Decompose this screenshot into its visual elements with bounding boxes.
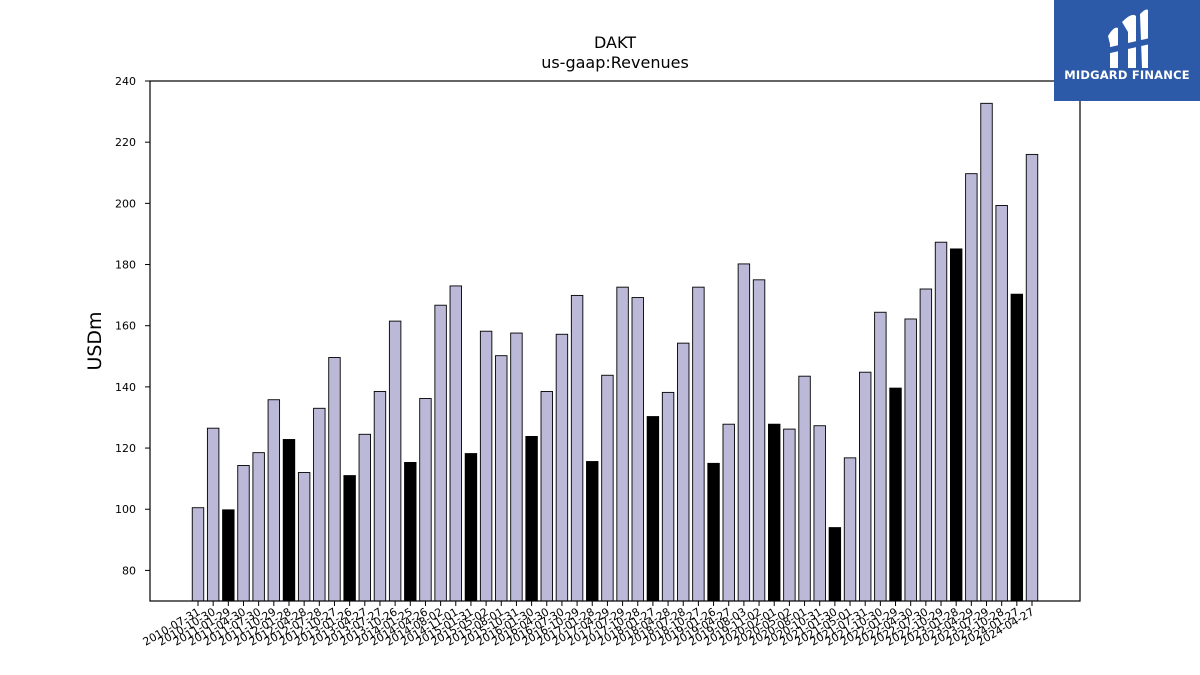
bar-2014-11-01: [449, 285, 462, 602]
bar-2012-07-28: [313, 407, 326, 602]
y-tick-label: 140: [115, 381, 136, 394]
bar-2024-01-27: [1010, 293, 1024, 602]
bar-2020-02-01: [768, 423, 781, 602]
bar-2020-05-02: [783, 428, 796, 602]
bar-2021-01-30: [828, 527, 842, 602]
bar-2023-04-29: [965, 173, 978, 602]
bar-2010-10-30: [206, 427, 220, 602]
bar-2019-11-02: [752, 279, 766, 602]
bar-2011-01-29: [222, 509, 235, 602]
bars-group: [191, 102, 1039, 602]
bar-2015-01-31: [464, 453, 478, 602]
y-tick-label: 100: [115, 503, 136, 516]
bar-2017-01-28: [586, 461, 599, 602]
bar-2016-10-29: [570, 294, 584, 602]
bar-2019-08-03: [737, 263, 751, 602]
bar-2015-05-02: [479, 330, 493, 602]
bar-2018-10-27: [692, 286, 705, 602]
y-tick-label: 80: [122, 564, 136, 577]
bar-2022-01-29: [889, 387, 902, 602]
bar-2022-04-30: [904, 318, 917, 602]
bar-2022-10-29: [934, 241, 948, 602]
bar-2023-01-28: [949, 248, 963, 602]
bar-2011-10-29: [267, 399, 281, 602]
bar-2014-08-02: [434, 304, 447, 602]
bar-2023-07-29: [980, 102, 993, 602]
x-axis: 2010-07-312010-10-302011-01-292011-04-30…: [141, 601, 1037, 649]
y-tick-label: 240: [115, 75, 136, 88]
chart-subtitle: us-gaap:Revenues: [541, 53, 689, 72]
plot-frame: [149, 80, 1081, 602]
bar-2011-07-30: [252, 452, 265, 602]
bar-2018-04-28: [661, 391, 675, 602]
bar-2017-10-28: [631, 297, 644, 602]
chart-title: DAKT: [594, 33, 636, 52]
bar-2022-07-30: [919, 288, 933, 602]
bar-2013-10-26: [388, 320, 402, 602]
bar-2013-01-26: [343, 475, 356, 602]
bar-2021-05-01: [843, 457, 857, 602]
bar-2016-01-30: [525, 435, 538, 602]
bar-2016-07-30: [555, 333, 569, 602]
brand-logo-text: MIDGARD FINANCE: [1064, 68, 1190, 82]
bar-2011-04-30: [237, 465, 250, 602]
bar-2023-10-28: [995, 205, 1008, 602]
bar-2019-04-27: [722, 423, 735, 602]
bar-2019-01-26: [707, 462, 720, 602]
bar-2020-08-01: [798, 375, 811, 602]
bar-2014-04-26: [419, 398, 432, 602]
bar-2024-04-27: [1025, 153, 1039, 602]
bar-2012-10-27: [328, 357, 341, 602]
bar-2012-04-28: [297, 472, 311, 602]
y-axis: 80 100 120 140 160 180 200 220 240: [115, 75, 150, 577]
y-tick-label: 160: [115, 320, 136, 333]
bar-2012-01-28: [282, 439, 296, 602]
bar-2010-07-31: [191, 507, 205, 602]
bar-2015-10-31: [510, 332, 523, 602]
y-axis-label: USDm: [84, 311, 106, 370]
bar-2016-04-30: [540, 391, 553, 602]
bar-2017-04-29: [601, 374, 614, 602]
y-tick-label: 120: [115, 442, 136, 455]
y-tick-label: 220: [115, 136, 136, 149]
bar-2021-10-30: [874, 311, 887, 602]
bar-2021-07-31: [859, 371, 872, 602]
bar-2013-04-27: [358, 433, 371, 602]
y-tick-label: 200: [115, 197, 136, 210]
midgard-logo-icon: [1106, 9, 1150, 68]
bar-2020-10-31: [813, 425, 826, 602]
bar-2017-07-29: [616, 286, 629, 602]
bar-2018-07-28: [677, 342, 690, 602]
bar-2018-01-27: [646, 416, 660, 602]
bar-2013-07-27: [373, 391, 387, 602]
bar-2015-08-01: [495, 355, 508, 602]
y-tick-label: 180: [115, 259, 136, 272]
bar-2014-01-25: [404, 461, 417, 602]
brand-logo: MIDGARD FINANCE: [1054, 0, 1200, 101]
